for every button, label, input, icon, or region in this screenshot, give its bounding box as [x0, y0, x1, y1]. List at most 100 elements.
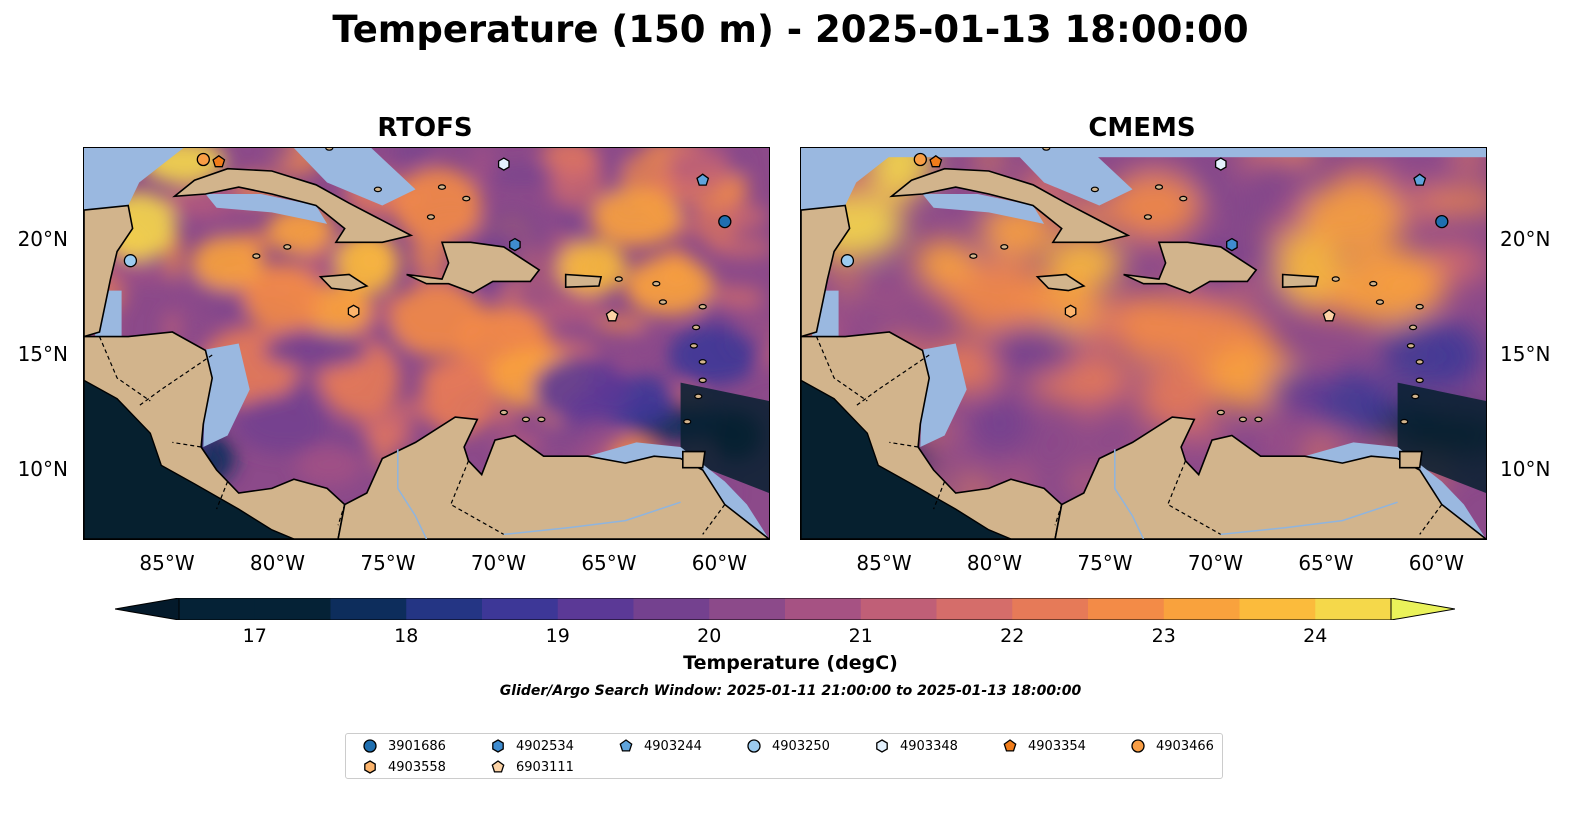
small-island	[1375, 299, 1385, 305]
small-island	[499, 409, 508, 416]
legend-item-4903348: 4903348	[874, 738, 958, 754]
map-cmems-svg	[801, 148, 1486, 539]
lat-tick-label-right: 15°N	[1500, 342, 1551, 366]
legend-marker-pentagon	[619, 739, 633, 752]
country-border	[98, 336, 151, 402]
small-island	[252, 253, 261, 259]
float-marker-4903466	[196, 152, 210, 167]
pacific-coast	[84, 379, 295, 539]
lon-tick-label: 75°W	[360, 551, 416, 575]
float-marker-4903354	[929, 154, 943, 168]
colorbar-segment	[330, 598, 407, 620]
lon-tick-label: 65°W	[581, 551, 637, 575]
warm-anomaly	[1138, 365, 1216, 428]
colorbar-tick-label: 20	[697, 625, 722, 647]
legend-item-4903466: 4903466	[1130, 738, 1214, 754]
country-border	[216, 481, 229, 510]
temperature-cell	[667, 148, 731, 193]
colorbar-segment	[633, 598, 710, 620]
colorbar-tick-label: 23	[1151, 625, 1176, 647]
small-island	[283, 244, 292, 250]
float-marker-4903354	[212, 154, 226, 168]
warm-anomaly	[949, 261, 1050, 334]
shelf-cuba-south	[205, 194, 328, 224]
temperature-cell	[557, 201, 581, 239]
legend-marker-hexagon	[364, 760, 376, 774]
float-marker-4903348	[497, 157, 510, 171]
small-island	[325, 148, 334, 151]
small-island	[521, 416, 531, 423]
no-data-strip	[801, 148, 1486, 158]
temperature-cell	[473, 148, 492, 186]
temperature-cell	[1254, 430, 1296, 454]
warm-anomaly	[1302, 182, 1405, 252]
colorbar	[115, 598, 1455, 620]
small-island	[698, 359, 707, 365]
small-island	[614, 276, 623, 282]
float-marker-4902534	[1226, 237, 1238, 252]
temperature-cell	[712, 182, 745, 203]
float-marker-4903558	[1064, 304, 1077, 319]
colorbar-segment	[557, 598, 634, 620]
warm-anomaly	[591, 187, 682, 247]
lon-tick-label: 85°W	[139, 551, 195, 575]
temperature-cell	[489, 404, 520, 426]
legend-label: 4902534	[516, 738, 574, 754]
shelf-gulf-mexico	[801, 148, 901, 211]
small-island	[969, 253, 978, 259]
lon-tick-label: 80°W	[966, 551, 1023, 575]
float-marker-6903111	[1322, 309, 1336, 322]
land-cuba	[172, 167, 414, 244]
lon-tick-label: 75°W	[1077, 551, 1133, 575]
colorbar-segment	[179, 598, 256, 620]
legend-item-3901686: 3901686	[362, 738, 446, 754]
shelf-cuba-south	[922, 194, 1045, 224]
colorbar-segment	[1239, 598, 1316, 620]
temperature-cell	[1046, 476, 1068, 490]
land-puerto-rico	[564, 273, 603, 289]
country-border	[889, 441, 919, 448]
warm-anomaly	[1332, 246, 1441, 326]
colorbar-frame	[178, 598, 1392, 620]
colorbar-segment	[1012, 598, 1089, 620]
shelf-nicaragua	[918, 343, 967, 447]
warm-anomaly	[625, 256, 714, 316]
temperature-cell	[1438, 188, 1486, 215]
legend-label: 4903558	[388, 759, 446, 775]
country-border	[450, 460, 505, 535]
colorbar-segment	[785, 598, 862, 620]
float-marker-4903348	[1214, 157, 1227, 171]
river	[397, 449, 428, 539]
temperature-cell	[1387, 148, 1450, 188]
land-trinidad	[1398, 450, 1423, 469]
lon-tick-label: 60°W	[1408, 551, 1465, 575]
legend-marker-hexagon	[492, 739, 504, 753]
float-marker-4902534	[509, 237, 521, 252]
temperature-cell	[1243, 158, 1308, 191]
small-island	[1415, 303, 1424, 310]
colorbar-segment	[1088, 598, 1165, 620]
cool-anomaly	[263, 332, 369, 369]
lat-tick-label-left: 15°N	[17, 342, 68, 366]
legend-item-4903558: 4903558	[362, 759, 446, 775]
lon-tick-label: 85°W	[856, 551, 912, 575]
temperature-cell	[125, 266, 168, 283]
temperature-cell	[410, 235, 449, 276]
small-island	[1216, 409, 1225, 416]
lat-tick-label-left: 10°N	[17, 457, 68, 481]
temperature-cell	[1232, 279, 1261, 297]
colorbar-extend-low	[115, 598, 180, 620]
small-island	[1411, 393, 1420, 400]
warm-anomaly	[393, 167, 482, 244]
legend-item-4903354: 4903354	[1002, 738, 1086, 754]
search-window-text: Glider/Argo Search Window: 2025-01-11 21…	[499, 683, 1082, 699]
colorbar-tick-label: 17	[242, 625, 267, 647]
legend-label: 4903244	[644, 738, 702, 754]
temperature-cell	[537, 426, 589, 439]
legend-marker-hexagon	[876, 739, 888, 753]
map-rtofs-svg	[84, 148, 769, 539]
small-island	[1179, 195, 1188, 202]
colorbar-segment	[709, 598, 786, 620]
small-island	[683, 418, 692, 425]
small-island	[691, 324, 701, 331]
